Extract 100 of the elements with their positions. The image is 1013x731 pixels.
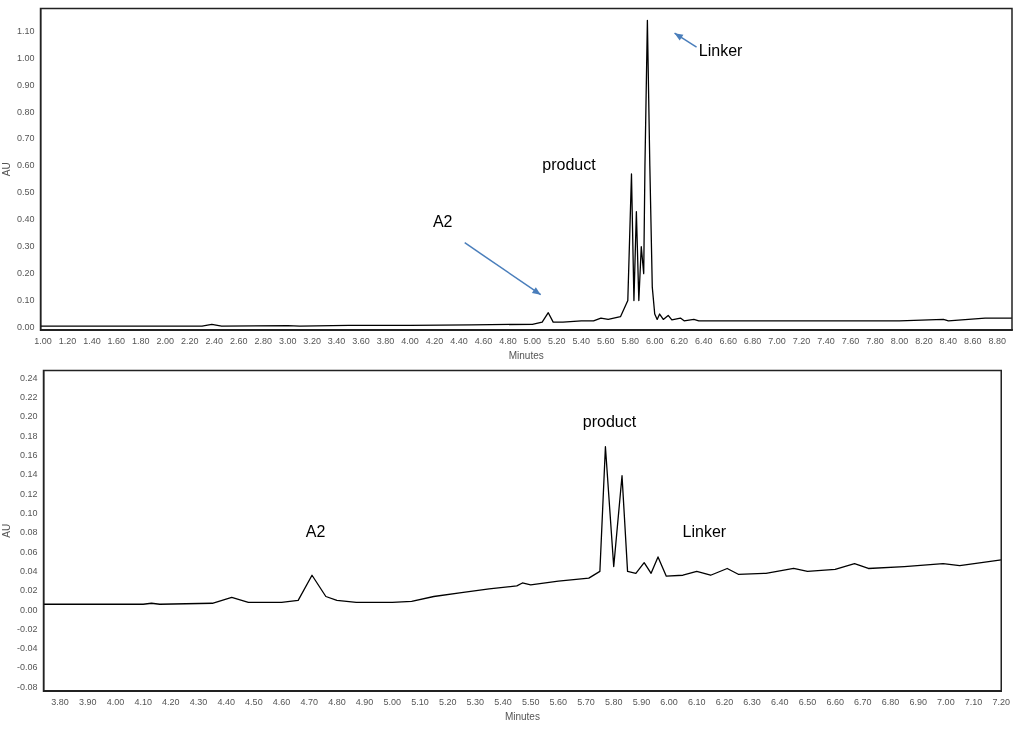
y-tick-label: 1.10	[16, 25, 35, 36]
x-tick-label: 4.60	[474, 336, 493, 347]
x-tick-label: 5.30	[466, 697, 485, 708]
x-tick-label: 3.90	[79, 697, 97, 708]
x-tick-label: 5.60	[549, 697, 568, 708]
y-tick-label: 0.70	[16, 133, 35, 144]
x-tick-label: 3.80	[51, 697, 69, 708]
x-tick-label: 1.40	[83, 336, 101, 347]
annotation: Linker	[698, 41, 744, 59]
y-tick-label: 0.00	[19, 604, 38, 615]
x-tick-label: 6.00	[660, 697, 678, 708]
x-tick-label: 5.80	[621, 336, 640, 347]
x-tick-label: 7.20	[792, 336, 811, 347]
x-tick-label: 7.00	[768, 336, 786, 347]
x-tick-label: 5.00	[383, 697, 402, 708]
x-tick-label: 3.20	[303, 336, 321, 347]
y-tick-label: 0.10	[16, 295, 35, 306]
y-tick-label: 0.60	[16, 160, 35, 171]
y-tick-label: 0.22	[19, 391, 38, 402]
x-tick-label: 3.00	[278, 336, 297, 347]
x-tick-label: 6.80	[881, 697, 900, 708]
x-tick-label: 6.50	[798, 697, 817, 708]
x-axis-title: Minutes	[504, 710, 540, 722]
x-tick-label: 1.60	[107, 336, 126, 347]
y-tick-label: 0.16	[19, 449, 38, 460]
x-tick-label: 4.00	[106, 697, 125, 708]
x-tick-label: 2.20	[181, 336, 199, 347]
y-tick-label: 1.00	[16, 52, 35, 63]
y-tick-label: 0.18	[19, 430, 38, 441]
x-tick-label: 4.40	[217, 697, 235, 708]
y-tick-label: -0.08	[17, 681, 38, 692]
x-tick-label: 5.00	[523, 336, 542, 347]
y-tick-label: 0.14	[19, 469, 38, 480]
x-tick-label: 6.40	[771, 697, 789, 708]
x-tick-label: 6.80	[743, 336, 762, 347]
x-tick-label: 6.60	[719, 336, 737, 347]
x-tick-label: 4.00	[401, 336, 419, 347]
x-tick-label: 8.40	[939, 336, 958, 347]
y-tick-label: -0.02	[17, 623, 38, 634]
x-tick-label: 6.60	[826, 697, 844, 708]
x-tick-label: 4.20	[162, 697, 180, 708]
x-tick-label: 2.80	[254, 336, 272, 347]
x-tick-label: 6.70	[854, 697, 872, 708]
x-tick-label: 5.40	[572, 336, 591, 347]
y-tick-label: 0.00	[16, 321, 35, 332]
x-tick-label: 4.80	[328, 697, 346, 708]
x-tick-label: 5.20	[438, 697, 457, 708]
x-tick-label: 6.30	[743, 697, 761, 708]
x-tick-label: 4.90	[355, 697, 374, 708]
x-tick-label: 7.20	[992, 697, 1011, 708]
x-tick-label: 5.60	[597, 336, 615, 347]
y-tick-label: 0.50	[16, 187, 35, 198]
y-tick-label: 0.08	[19, 527, 38, 538]
annotation: Linker	[682, 523, 727, 541]
annotation: product	[582, 412, 637, 430]
x-tick-label: 4.40	[450, 336, 468, 347]
y-axis-title: AU	[0, 523, 12, 538]
x-tick-label: 1.20	[58, 336, 77, 347]
x-tick-label: 7.00	[937, 697, 955, 708]
x-tick-label: 4.80	[499, 336, 517, 347]
x-tick-label: 7.40	[817, 336, 835, 347]
x-tick-label: 5.80	[604, 697, 623, 708]
x-tick-label: 4.50	[245, 697, 263, 708]
x-tick-label: 1.00	[34, 336, 52, 347]
y-tick-label: 0.90	[16, 79, 35, 90]
x-tick-label: 1.80	[132, 336, 150, 347]
y-tick-label: 0.20	[19, 411, 38, 422]
x-tick-label: 2.00	[156, 336, 175, 347]
x-tick-label: 8.00	[890, 336, 909, 347]
x-tick-label: 8.60	[964, 336, 982, 347]
x-tick-label: 6.40	[694, 336, 713, 347]
x-tick-label: 7.60	[841, 336, 860, 347]
x-tick-label: 4.70	[300, 697, 319, 708]
x-tick-label: 7.80	[866, 336, 884, 347]
y-tick-label: 0.80	[16, 106, 35, 117]
y-tick-label: 0.10	[19, 507, 38, 518]
x-tick-label: 6.20	[715, 697, 734, 708]
y-tick-label: 0.24	[19, 372, 38, 383]
x-tick-label: 5.50	[521, 697, 540, 708]
x-tick-label: 3.80	[376, 336, 395, 347]
x-tick-label: 6.20	[670, 336, 688, 347]
x-tick-label: 2.60	[229, 336, 248, 347]
x-tick-label: 6.90	[909, 697, 927, 708]
y-tick-label: 0.20	[16, 268, 35, 279]
y-tick-label: -0.04	[17, 643, 38, 654]
x-tick-label: 8.20	[915, 336, 933, 347]
x-tick-label: 4.20	[425, 336, 444, 347]
x-tick-label: 5.90	[632, 697, 651, 708]
x-axis-title: Minutes	[508, 349, 544, 361]
x-tick-label: 4.60	[272, 697, 291, 708]
x-tick-label: 5.10	[411, 697, 429, 708]
x-tick-label: 4.10	[134, 697, 152, 708]
annotation: A2	[432, 213, 453, 231]
y-axis-title: AU	[0, 162, 12, 177]
x-tick-label: 6.00	[645, 336, 664, 347]
y-tick-label: 0.06	[19, 546, 38, 557]
x-tick-label: 7.10	[964, 697, 983, 708]
annotation: A2	[305, 523, 326, 541]
x-tick-label: 5.40	[494, 697, 512, 708]
y-tick-label: 0.12	[19, 488, 38, 499]
